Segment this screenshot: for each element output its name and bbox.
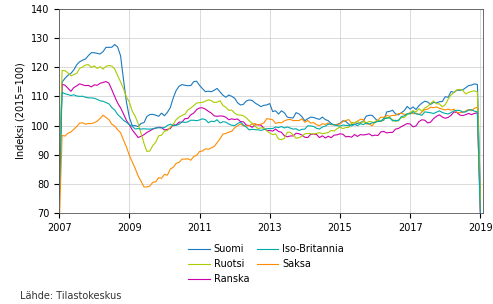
Iso-Britannia (79, 95, 85, 98)
Ruotsi (389, 118, 395, 121)
Legend: Suomi, Ruotsi, Ranska, Iso-Britannia, Saksa: Suomi, Ruotsi, Ranska, Iso-Britannia, Sa… (188, 244, 344, 284)
Ranska (56, 194, 62, 198)
Line: Saksa: Saksa (59, 107, 480, 229)
Iso-Britannia (59, 91, 65, 94)
Iso-Britannia (302, 127, 308, 131)
Ranska (477, 211, 483, 215)
Saksa (477, 207, 483, 211)
Ranska (451, 110, 457, 114)
Line: Iso-Britannia: Iso-Britannia (59, 92, 480, 213)
Ranska (389, 131, 395, 134)
Ruotsi (59, 69, 65, 72)
Saksa (56, 227, 62, 231)
Suomi (56, 193, 62, 197)
Ranska (302, 136, 308, 139)
Iso-Britannia (451, 109, 457, 113)
Saksa (59, 134, 65, 137)
Suomi (77, 60, 83, 64)
Iso-Britannia (62, 92, 68, 95)
Saksa (451, 107, 457, 111)
Ranska (77, 82, 83, 86)
Saksa (375, 118, 381, 122)
Ranska (103, 80, 109, 83)
Suomi (302, 119, 308, 123)
Saksa (387, 114, 392, 118)
Line: Ranska: Ranska (59, 81, 480, 213)
Ranska (378, 130, 384, 134)
Saksa (433, 105, 439, 109)
Suomi (378, 119, 384, 123)
Ruotsi (378, 120, 384, 123)
Line: Ruotsi: Ruotsi (59, 65, 480, 200)
Suomi (59, 80, 65, 84)
Ruotsi (56, 183, 62, 187)
Ruotsi (77, 67, 83, 70)
Ruotsi (451, 91, 457, 94)
Line: Suomi: Suomi (59, 44, 480, 195)
Ruotsi (477, 198, 483, 202)
Iso-Britannia (378, 119, 384, 123)
Iso-Britannia (389, 119, 395, 123)
Ranska (59, 82, 65, 86)
Suomi (112, 43, 118, 46)
Saksa (299, 117, 305, 121)
Iso-Britannia (477, 212, 483, 215)
Ruotsi (85, 63, 91, 67)
Y-axis label: Indeksi (2015=100): Indeksi (2015=100) (15, 63, 25, 159)
Saksa (77, 121, 83, 125)
Ruotsi (302, 132, 308, 136)
Suomi (477, 191, 483, 195)
Iso-Britannia (56, 199, 62, 202)
Suomi (389, 109, 395, 112)
Suomi (451, 91, 457, 94)
Text: Lähde: Tilastokeskus: Lähde: Tilastokeskus (20, 291, 121, 301)
